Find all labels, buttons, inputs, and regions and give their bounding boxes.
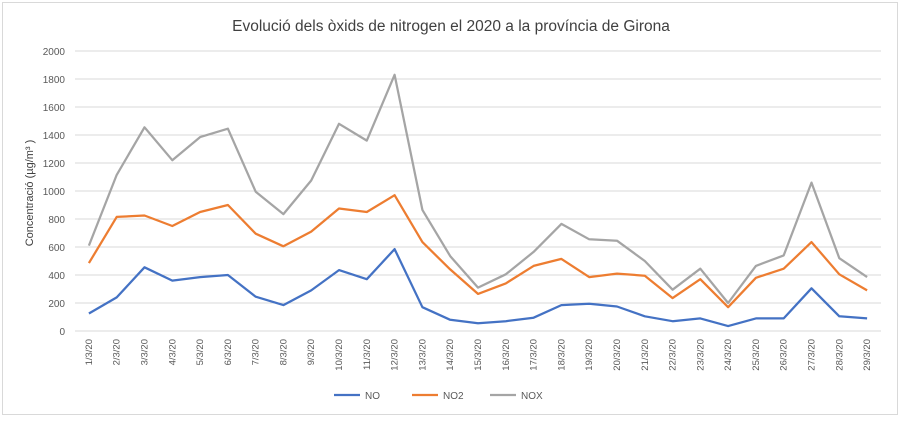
x-tick-label: 29/3/20 [862,339,873,371]
legend: NO NO2 NOX [334,391,543,402]
x-tick-label: 11/3/20 [362,339,373,370]
x-tick-label: 14/3/20 [445,339,456,371]
x-tick-label: 3/3/20 [139,339,150,365]
x-tick-label: 6/3/20 [223,339,234,365]
y-tick-labels: 0 200 400 600 800 1000 1200 1400 1600 1800 2000 [43,47,66,338]
x-tick-labels: 1/3/20 2/3/20 3/3/20 4/3/20 5/3/20 6/3/20 7/3/… [84,339,873,371]
legend-label: NO [365,391,380,402]
chart-title: Evolució dels òxids de nitrogen el 2020 … [232,18,670,35]
y-tick-label: 600 [48,243,65,254]
gridlines [75,50,881,332]
x-tick-label: 13/3/20 [417,339,428,371]
x-tick-label: 12/3/20 [390,339,401,371]
chart-frame: Evolució dels òxids de nitrogen el 2020 … [2,2,898,415]
legend-label: NOX [521,391,543,402]
x-tick-label: 8/3/20 [278,339,289,365]
legend-item-no2: NO2 [412,391,464,402]
y-axis-label: Concentració (µg/m³ ) [24,140,36,247]
y-tick-label: 1800 [43,75,66,86]
y-tick-label: 1000 [43,187,66,198]
x-tick-label: 27/3/20 [807,339,818,371]
x-tick-label: 24/3/20 [723,339,734,371]
x-tick-label: 23/3/20 [695,339,706,371]
x-tick-label: 10/3/20 [334,339,345,371]
x-tick-label: 21/3/20 [640,339,651,371]
x-tick-label: 19/3/20 [584,339,595,371]
y-tick-label: 1400 [43,131,66,142]
x-tick-label: 5/3/20 [195,339,206,365]
legend-label: NO2 [443,391,464,402]
x-tick-label: 9/3/20 [306,339,317,365]
x-tick-label: 1/3/20 [84,339,95,365]
series-line-nox [87,73,868,305]
series-line-no [88,247,868,328]
y-tick-label: 800 [48,215,65,226]
y-tick-label: 200 [48,299,65,310]
legend-item-no: NO [334,391,380,402]
y-tick-label: 2000 [43,47,66,58]
x-tick-label: 22/3/20 [668,339,679,371]
x-tick-label: 28/3/20 [834,339,845,371]
y-tick-label: 1600 [43,103,66,114]
y-tick-label: 1200 [43,159,66,170]
legend-item-nox: NOX [490,391,543,402]
x-tick-label: 4/3/20 [167,339,178,365]
y-tick-label: 400 [48,271,65,282]
x-tick-label: 2/3/20 [112,339,123,365]
x-tick-label: 15/3/20 [473,339,484,371]
x-tick-label: 17/3/20 [529,339,540,371]
x-tick-label: 26/3/20 [779,339,790,371]
series-line-no2 [87,194,868,309]
x-tick-label: 18/3/20 [556,339,567,371]
x-tick-label: 16/3/20 [501,339,512,371]
x-tick-label: 7/3/20 [251,339,262,365]
series-lines [87,73,868,328]
y-tick-label: 0 [59,327,65,338]
line-chart: Evolució dels òxids de nitrogen el 2020 … [24,18,881,402]
x-tick-label: 20/3/20 [612,339,623,371]
x-tick-label: 25/3/20 [751,339,762,371]
